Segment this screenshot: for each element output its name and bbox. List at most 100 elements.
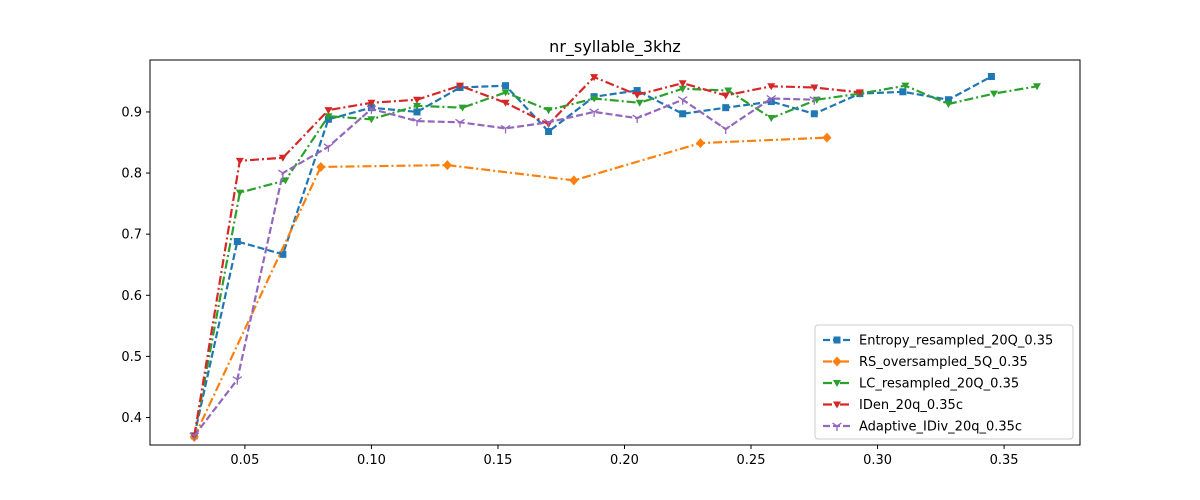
- y-tick-label: 0.7: [121, 228, 142, 243]
- x-tick-label: 0.10: [357, 453, 386, 468]
- y-tick-label: 0.4: [121, 411, 142, 426]
- data-point: [501, 89, 510, 97]
- data-point: [367, 116, 376, 124]
- chart-title: nr_syllable_3khz: [549, 37, 681, 57]
- data-point: [721, 92, 730, 100]
- data-point: [722, 104, 730, 112]
- data-point: [412, 96, 421, 104]
- data-point: [632, 114, 643, 124]
- data-point: [589, 108, 599, 117]
- legend-marker: [833, 401, 841, 409]
- data-point: [458, 104, 467, 112]
- data-point: [277, 169, 288, 179]
- x-tick-label: 0.20: [610, 453, 639, 468]
- x-tick-label: 0.35: [990, 453, 1019, 468]
- data-point: [281, 177, 290, 185]
- data-point: [944, 96, 952, 104]
- data-point: [944, 101, 953, 108]
- data-point: [678, 80, 687, 88]
- data-point: [501, 99, 510, 107]
- data-point: [812, 96, 821, 104]
- x-tick-label: 0.25: [737, 453, 766, 468]
- series-layer: [189, 73, 1041, 443]
- data-point: [413, 108, 421, 116]
- data-point: [455, 118, 465, 128]
- data-point: [367, 104, 375, 112]
- data-point: [633, 91, 642, 99]
- data-point: [442, 160, 452, 171]
- data-point: [822, 132, 832, 143]
- legend-label: Entropy_resampled_20Q_0.35: [859, 334, 1053, 349]
- legend-label: RS_oversampled_5Q_0.35: [859, 355, 1028, 370]
- legend-entry: RS_oversampled_5Q_0.35: [823, 355, 1028, 370]
- series-line-3: [193, 84, 1038, 437]
- legend-label: LC_resampled_20Q_0.35: [859, 377, 1019, 392]
- data-point: [987, 73, 995, 80]
- series-3: [190, 82, 1041, 440]
- data-point: [278, 154, 287, 162]
- legend-entry: Entropy_resampled_20Q_0.35: [823, 334, 1053, 349]
- legend-entry: IDen_20q_0.35c: [823, 398, 963, 413]
- legend-marker: [833, 336, 841, 344]
- data-point: [502, 82, 510, 90]
- data-point: [366, 105, 377, 114]
- series-line-2: [193, 136, 827, 438]
- data-point: [412, 117, 422, 127]
- axes-layer: 0.05 0.10 0.15 0.20 0.25 0.30 0.35 0.4 0.5 0.6 0.7…: [121, 59, 1081, 468]
- data-point: [543, 118, 554, 128]
- y-tick-label: 0.8: [121, 167, 142, 182]
- data-point: [544, 107, 553, 115]
- data-point: [809, 96, 820, 105]
- legend-marker: [832, 422, 842, 431]
- data-point: [633, 87, 641, 95]
- data-point: [899, 88, 907, 96]
- data-point: [679, 110, 687, 118]
- data-point: [724, 87, 733, 95]
- legend-entry: Adaptive_IDiv_20q_0.35c: [823, 420, 1022, 435]
- data-point: [590, 74, 599, 82]
- data-point: [810, 84, 819, 92]
- data-point: [367, 99, 376, 107]
- data-point: [695, 138, 705, 149]
- data-point: [901, 82, 910, 90]
- data-point: [233, 238, 241, 245]
- legend-label: Adaptive_IDiv_20q_0.35c: [859, 420, 1022, 435]
- data-point: [456, 82, 464, 90]
- x-tick-label: 0.30: [863, 453, 892, 468]
- series-line-4: [193, 75, 860, 436]
- series-4: [190, 74, 864, 440]
- data-point: [590, 95, 599, 103]
- data-point: [989, 90, 998, 98]
- data-point: [323, 143, 334, 152]
- series-line-5: [193, 97, 815, 437]
- data-point: [545, 128, 553, 135]
- data-point: [1032, 83, 1041, 91]
- series-5: [189, 94, 820, 441]
- data-point: [235, 189, 244, 197]
- data-point: [720, 125, 731, 135]
- y-tick-label: 0.5: [121, 350, 142, 365]
- legend-entry: LC_resampled_20Q_0.35: [823, 377, 1019, 392]
- data-point: [232, 376, 243, 385]
- data-point: [412, 102, 421, 110]
- data-point: [235, 157, 244, 165]
- y-tick-label: 0.9: [121, 105, 142, 120]
- x-tick-label: 0.05: [230, 453, 259, 468]
- legend-marker: [832, 356, 842, 367]
- plot-frame: [149, 59, 1081, 446]
- legend-box: [814, 324, 1074, 440]
- y-tick-label: 0.6: [121, 289, 142, 304]
- data-point: [767, 115, 776, 123]
- data-point: [316, 161, 326, 172]
- legend-label: IDen_20q_0.35c: [859, 398, 963, 413]
- data-point: [677, 96, 688, 105]
- data-point: [635, 99, 644, 107]
- legend: Entropy_resampled_20Q_0.35 RS_oversampled…: [814, 324, 1074, 440]
- data-point: [279, 250, 287, 258]
- data-point: [678, 85, 687, 93]
- data-point: [500, 124, 511, 134]
- data-point: [324, 113, 333, 121]
- x-tick-label: 0.15: [483, 453, 512, 468]
- data-point: [767, 83, 776, 91]
